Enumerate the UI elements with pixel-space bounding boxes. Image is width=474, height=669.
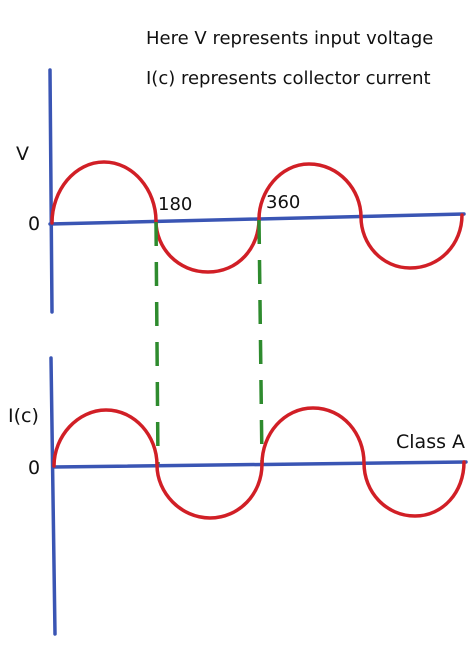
class-a-label: Class A: [396, 431, 465, 453]
top-x-axis: [48, 212, 466, 226]
top-sine-wave: [50, 160, 464, 274]
guide-line-180: [154, 221, 160, 465]
top-y-axis-label: V: [16, 143, 29, 165]
bottom-x-axis: [51, 460, 468, 469]
bottom-y-axis: [49, 356, 57, 636]
note-collector-current: I(c) represents collector current: [146, 68, 431, 89]
bottom-sine-wave: [52, 406, 466, 520]
marker-180-label: 180: [158, 194, 192, 215]
top-origin-label: 0: [28, 213, 40, 235]
marker-360-label: 360: [266, 192, 300, 213]
note-input-voltage: Here V represents input voltage: [146, 28, 433, 49]
bottom-y-axis-label: I(c): [8, 405, 39, 427]
guide-line-360: [257, 219, 264, 465]
bottom-origin-label: 0: [28, 457, 40, 479]
top-y-axis: [48, 68, 54, 314]
